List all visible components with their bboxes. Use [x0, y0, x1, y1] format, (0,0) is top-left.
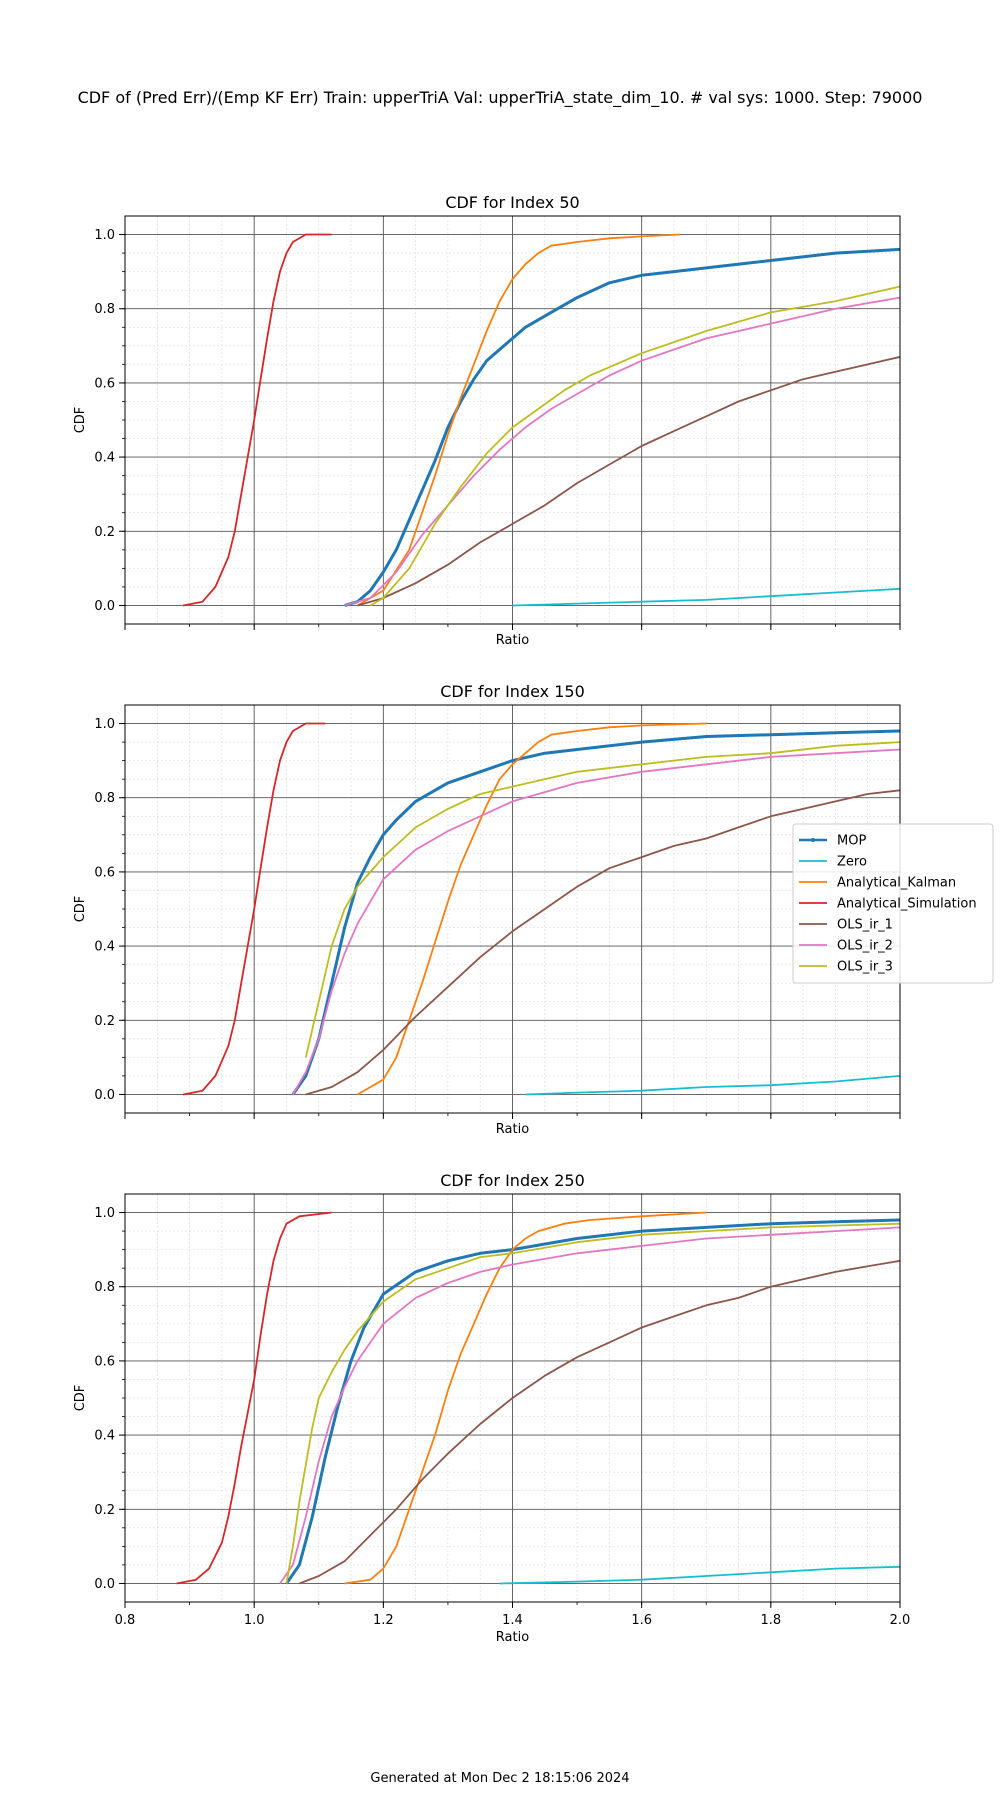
legend-entry-ols-ir-1: OLS_ir_1 — [799, 918, 893, 933]
series-group — [182, 233, 900, 607]
y-tick-label: 1.0 — [94, 717, 115, 732]
y-tick-label: 0.4 — [94, 1429, 115, 1444]
x-axis-label: Ratio — [496, 1630, 529, 1645]
series-line-mop — [285, 1218, 900, 1585]
series-line-analytical-simulation — [182, 722, 326, 1096]
y-tick-label: 0.6 — [94, 865, 115, 880]
series-line-ols-ir-3 — [369, 285, 900, 607]
series-line-analytical-simulation — [182, 233, 332, 607]
chart-panel-3: 0.8 1.0 1.2 1.4 1.6 1.8 2.0 0.0 0.2 0.4 0.6 0.8 1.0 C… — [73, 1171, 910, 1645]
y-tick-label: 0.2 — [94, 1014, 115, 1029]
legend: MOP Zero Analytical_Kalman Analytical_Simul… — [792, 823, 994, 984]
chart-panels: 0.0 0.2 0.4 0.6 0.8 1.0 CDF for Index 50 Ratio C… — [73, 193, 910, 1645]
series-line-ols-ir-2 — [279, 1226, 900, 1585]
series-line-zero — [512, 587, 900, 607]
series-line-analytical-simulation — [176, 1211, 332, 1585]
x-tick-label: 0.8 — [115, 1613, 136, 1628]
grid — [124, 216, 901, 624]
y-tick-label: 0.8 — [94, 302, 115, 317]
x-tick-label: 1.2 — [373, 1613, 394, 1628]
legend-label: OLS_ir_2 — [837, 939, 893, 954]
series-group — [176, 1211, 900, 1585]
series-line-analytical-kalman — [357, 233, 681, 607]
y-tick-label: 0.6 — [94, 376, 115, 391]
series-line-ols-ir-3 — [285, 1222, 900, 1584]
series-group — [182, 722, 900, 1096]
legend-entry-analytical-simulation: Analytical_Simulation — [799, 897, 977, 912]
series-line-zero — [499, 1565, 900, 1585]
legend-label: OLS_ir_1 — [837, 918, 893, 933]
y-tick-label: 0.2 — [94, 1503, 115, 1518]
y-axis-label: CDF — [73, 896, 88, 923]
series-line-ols-ir-3 — [304, 741, 900, 1058]
chart-title: CDF for Index 250 — [440, 1171, 585, 1190]
y-tick-label: 1.0 — [94, 1206, 115, 1221]
y-tick-label: 0.8 — [94, 791, 115, 806]
series-line-ols-ir-1 — [305, 789, 900, 1096]
legend-box — [792, 823, 994, 984]
legend-entry-mop: MOP — [799, 834, 866, 849]
legend-entry-zero: Zero — [799, 855, 867, 870]
legend-label: MOP — [837, 834, 866, 849]
footer-timestamp: Generated at Mon Dec 2 18:15:06 2024 — [370, 1771, 629, 1786]
series-line-analytical-kalman — [357, 722, 707, 1096]
chart-panel-2: 0.0 0.2 0.4 0.6 0.8 1.0 CDF for Index 150 Ratio… — [73, 682, 901, 1137]
series-line-ols-ir-1 — [357, 356, 900, 607]
x-tick-label: 1.0 — [244, 1613, 265, 1628]
y-tick-label: 0.4 — [94, 940, 115, 955]
series-line-ols-ir-2 — [292, 748, 900, 1095]
legend-label: Analytical_Kalman — [837, 876, 956, 891]
y-tick-label: 0.4 — [94, 451, 115, 466]
y-tick-label: 0.0 — [94, 1577, 115, 1592]
series-line-zero — [525, 1075, 900, 1096]
y-tick-label: 1.0 — [94, 228, 115, 243]
series-line-mop — [291, 729, 900, 1096]
chart-title: CDF for Index 50 — [445, 193, 579, 212]
y-tick-label: 0.0 — [94, 599, 115, 614]
y-axis-label: CDF — [73, 1385, 88, 1412]
grid — [124, 705, 901, 1113]
legend-label: Zero — [837, 855, 867, 870]
y-tick-label: 0.2 — [94, 525, 115, 540]
legend-marker — [811, 838, 815, 842]
x-axis-label: Ratio — [496, 1122, 529, 1137]
chart-panel-1: 0.0 0.2 0.4 0.6 0.8 1.0 CDF for Index 50 Ratio C… — [73, 193, 901, 648]
x-tick-label: 1.8 — [760, 1613, 781, 1628]
series-line-mop — [344, 247, 900, 607]
legend-label: Analytical_Simulation — [837, 897, 977, 912]
legend-entry-ols-ir-3: OLS_ir_3 — [799, 960, 893, 975]
y-axis-label: CDF — [73, 407, 88, 434]
x-axis-label: Ratio — [496, 633, 529, 648]
series-line-ols-ir-2 — [344, 296, 900, 607]
legend-entry-analytical-kalman: Analytical_Kalman — [799, 876, 956, 891]
x-tick-label: 2.0 — [890, 1613, 911, 1628]
legend-label: OLS_ir_3 — [837, 960, 893, 975]
series-line-ols-ir-1 — [299, 1259, 900, 1585]
y-tick-label: 0.0 — [94, 1088, 115, 1103]
legend-entry-ols-ir-2: OLS_ir_2 — [799, 939, 893, 954]
y-tick-label: 0.6 — [94, 1354, 115, 1369]
figure-title: CDF of (Pred Err)/(Emp KF Err) Train: up… — [78, 88, 923, 108]
x-tick-label: 1.4 — [502, 1613, 523, 1628]
chart-title: CDF for Index 150 — [440, 682, 585, 701]
x-tick-label: 1.6 — [631, 1613, 652, 1628]
series-line-analytical-kalman — [344, 1211, 707, 1585]
y-tick-label: 0.8 — [94, 1280, 115, 1295]
